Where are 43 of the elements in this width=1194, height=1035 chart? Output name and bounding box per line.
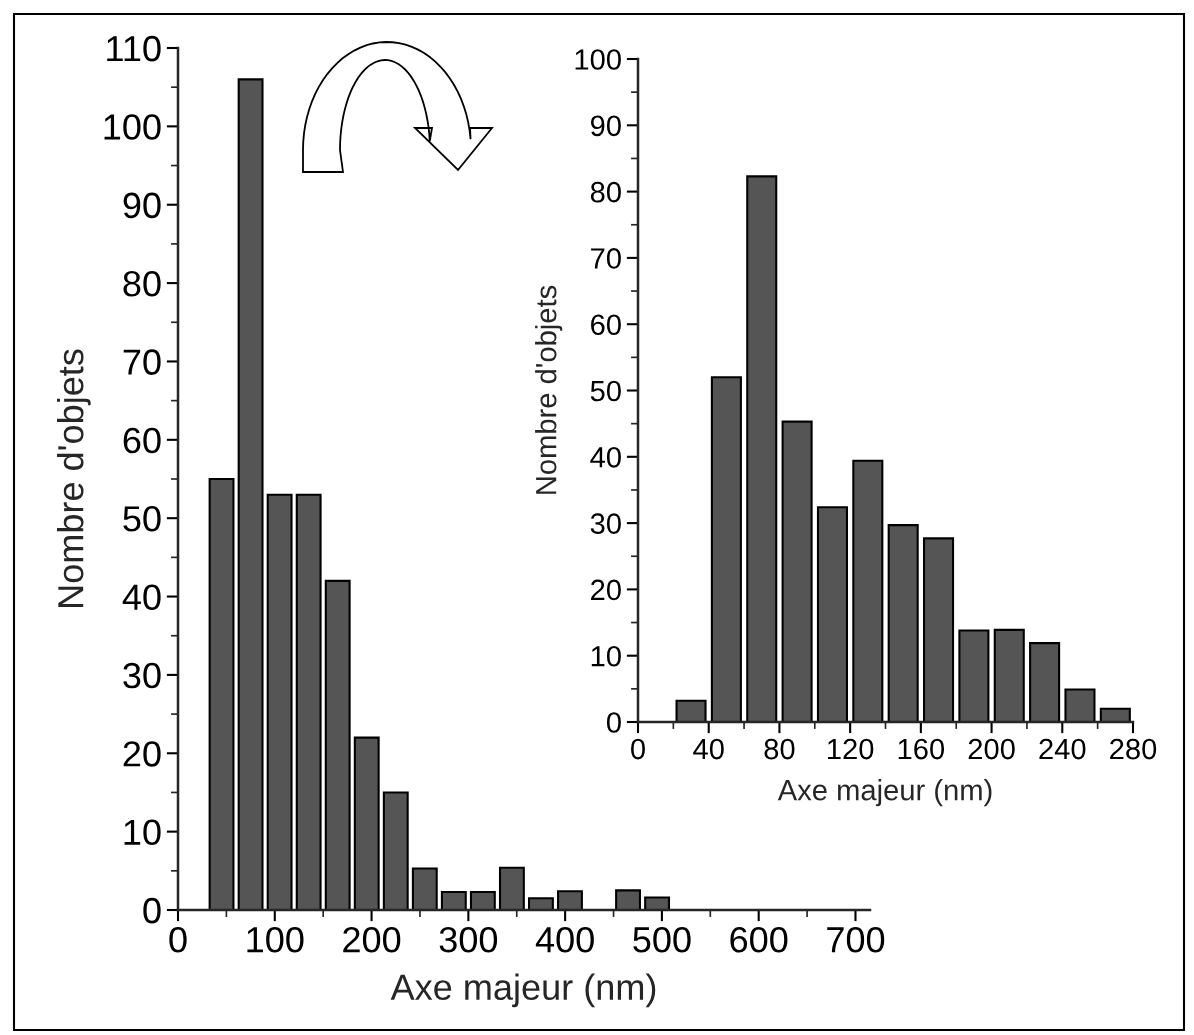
y-tick-label: 40: [122, 584, 161, 610]
y-tick-label: 70: [123, 349, 161, 375]
y-tick-label: 20: [123, 741, 161, 767]
y-tick-label: 0: [606, 712, 621, 733]
x-tick-label: 240: [1039, 738, 1086, 760]
y-tick-label: 90: [123, 192, 161, 219]
y-tick-label: 60: [591, 314, 621, 336]
y-tick-label: 10: [124, 819, 161, 846]
y-tick-label: 30: [590, 513, 621, 534]
y-tick-label: 20: [591, 579, 621, 601]
x-tick-label: 600: [730, 926, 788, 953]
y-tick-label: 90: [590, 115, 621, 137]
y-tick-label: 100: [575, 49, 621, 70]
x-axis-title: Axe majeur (nm): [777, 779, 992, 807]
y-tick-label: 30: [123, 662, 161, 689]
x-tick-label: 40: [693, 738, 724, 760]
y-tick-label: 80: [123, 270, 161, 297]
x-tick-label: 100: [247, 926, 304, 953]
x-tick-label: 120: [828, 738, 874, 760]
x-tick-label: 80: [764, 738, 795, 760]
y-tick-label: 110: [107, 35, 161, 62]
y-tick-label: 0: [143, 897, 161, 924]
y-tick-label: 40: [590, 447, 621, 468]
y-tick-label: 50: [590, 380, 621, 402]
x-tick-label: 200: [968, 738, 1015, 760]
x-axis-title: Axe majeur (nm): [390, 973, 656, 1008]
x-tick-label: 500: [633, 926, 691, 953]
x-tick-label: 0: [169, 926, 187, 953]
y-tick-label: 70: [591, 248, 621, 269]
y-tick-label: 60: [123, 427, 161, 454]
x-tick-label: 700: [827, 926, 885, 953]
y-axis-title: Nombre d'objets: [57, 349, 91, 607]
x-tick-label: 400: [535, 926, 594, 953]
y-tick-label: 80: [590, 181, 621, 203]
x-tick-label: 300: [439, 926, 498, 953]
x-tick-label: 280: [1110, 738, 1157, 760]
y-tick-label: 100: [104, 114, 161, 140]
x-tick-label: 0: [631, 738, 645, 760]
x-tick-label: 160: [898, 738, 945, 760]
y-tick-label: 50: [123, 506, 161, 532]
x-tick-label: 200: [343, 926, 401, 953]
y-tick-label: 10: [591, 645, 621, 667]
y-axis-title: Nombre d'objets: [535, 285, 563, 494]
